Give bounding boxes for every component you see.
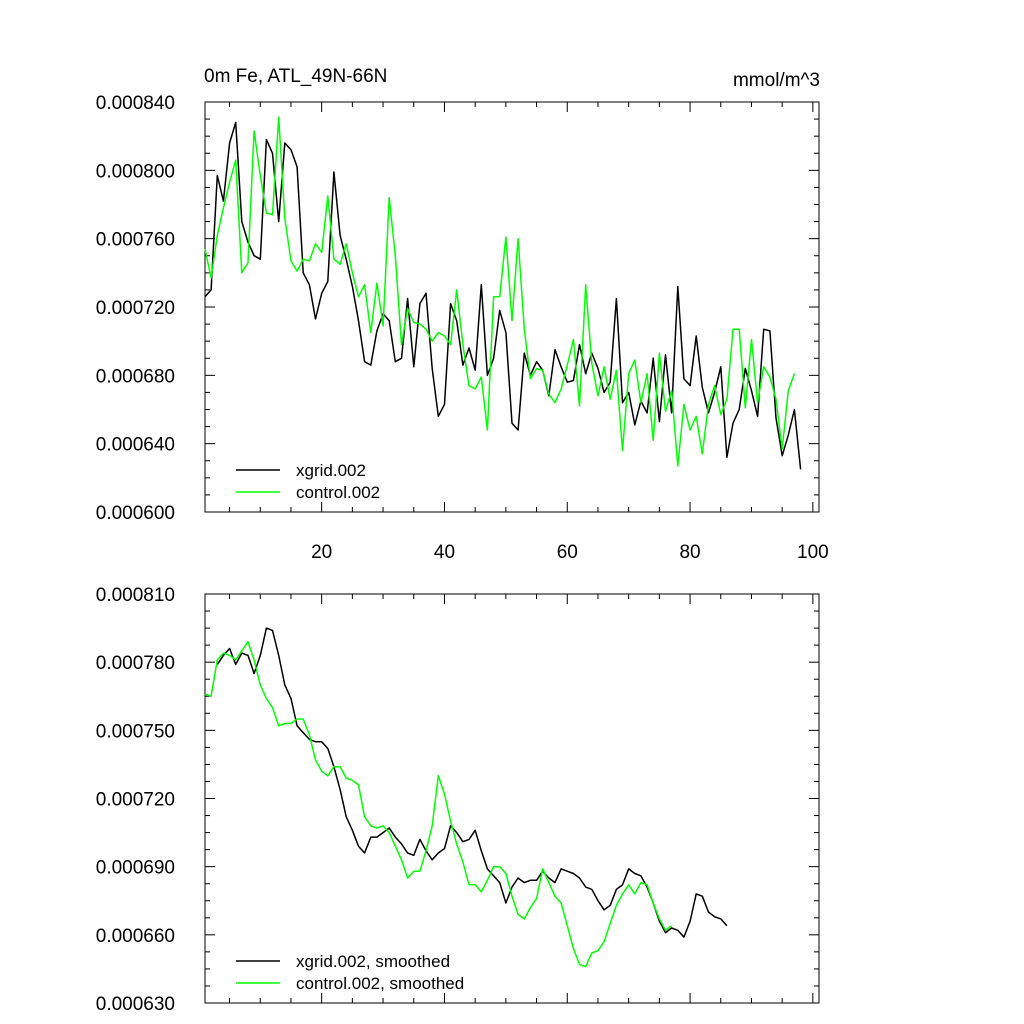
y-tick-label: 0.000750 [96,721,175,742]
y-tick-label: 0.000680 [96,366,175,387]
y-tick-label: 0.000760 [96,230,175,251]
y-tick-label: 0.000720 [96,298,175,319]
y-tick-label: 0.000810 [96,585,175,606]
chart-title: 0m Fe, ATL_49N-66N [204,66,387,87]
series-line-xgrid [204,121,802,470]
top-panel: 0m Fe, ATL_49N-66N mmol/m^3 0.000600 0.00… [96,66,829,563]
y-tick-label: 0.000720 [96,790,175,811]
x-tick-label: 100 [797,542,829,563]
units-label: mmol/m^3 [733,70,820,91]
bottom-panel: 0.000630 0.000660 0.000690 0.000720 0.000750… [96,585,820,1015]
series-line-xgrid [216,627,728,938]
y-tick-label: 0.000630 [96,994,175,1015]
legend-label: xgrid.002, smoothed [296,952,450,971]
y-tick-label: 0.000800 [96,161,175,182]
series-line-control [204,640,673,968]
y-tick-label: 0.000780 [96,653,175,674]
x-tick-label: 20 [311,542,332,563]
y-tick-label: 0.000600 [96,503,175,524]
x-tick-label: 40 [434,542,455,563]
legend-label: xgrid.002 [296,461,366,480]
x-tick-label: 80 [679,542,700,563]
plot-frame [204,593,820,1004]
series-line-control [204,116,796,467]
y-tick-label: 0.000840 [96,93,175,114]
x-tick-label: 60 [557,542,578,563]
legend-label: control.002, smoothed [296,974,464,993]
y-tick-label: 0.000660 [96,926,175,947]
y-tick-label: 0.000640 [96,435,175,456]
legend-label: control.002 [296,483,380,502]
y-tick-label: 0.000690 [96,858,175,879]
